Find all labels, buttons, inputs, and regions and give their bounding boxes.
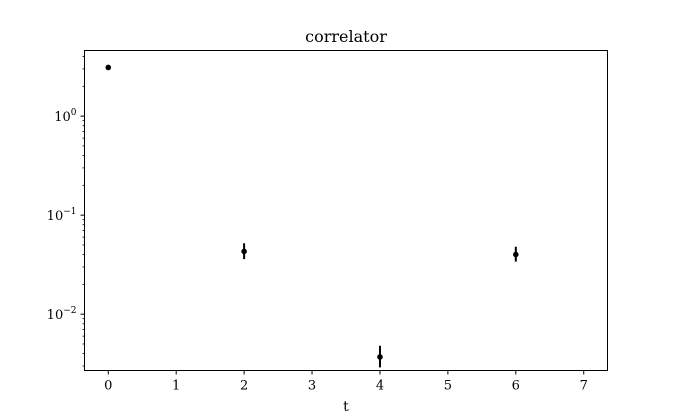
y-tick-label: 10−2 xyxy=(47,306,77,323)
data-point xyxy=(377,354,383,360)
x-axis-label: t xyxy=(343,399,349,415)
data-point xyxy=(513,251,519,258)
y-tick-label: 100 xyxy=(54,108,77,125)
x-tick-label: 4 xyxy=(376,379,384,394)
y-tick-label: 10−1 xyxy=(47,207,77,224)
x-tick-label: 1 xyxy=(172,379,180,394)
data-point xyxy=(241,248,247,255)
plot-frame xyxy=(84,50,608,371)
x-tick-label: 0 xyxy=(104,379,112,394)
x-tick-label: 3 xyxy=(308,379,316,394)
x-tick-label: 5 xyxy=(444,379,452,394)
data-point xyxy=(105,64,112,71)
y-axis: 10−2 10−1 100 xyxy=(47,56,85,367)
x-tick-label: 6 xyxy=(512,379,520,394)
data-layer xyxy=(105,64,519,368)
x-axis: 0 1 2 3 4 5 6 7 xyxy=(104,370,588,394)
x-tick-label: 7 xyxy=(580,379,588,394)
x-tick-label: 2 xyxy=(240,379,248,394)
chart-title: correlator xyxy=(305,27,387,46)
